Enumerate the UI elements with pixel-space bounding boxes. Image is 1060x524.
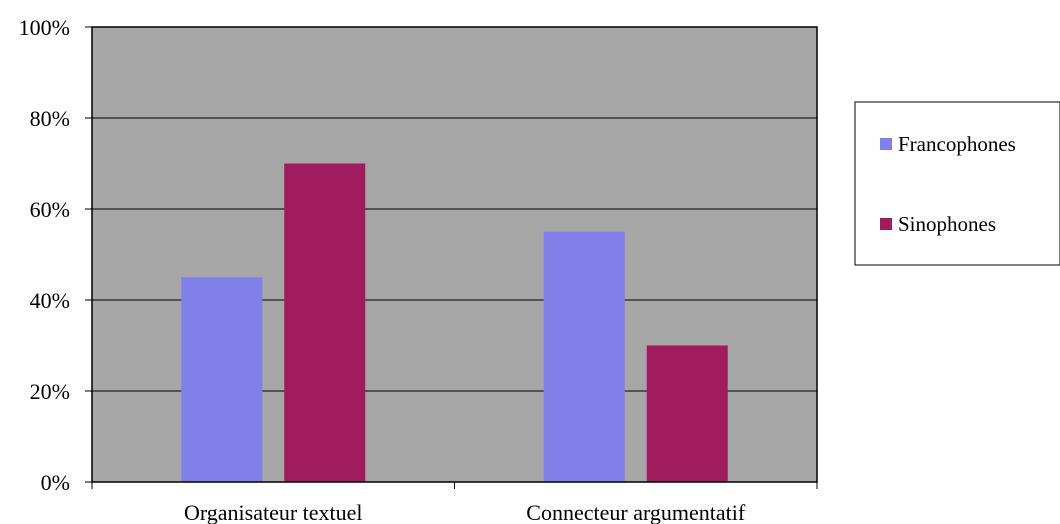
y-tick-label: 0%	[41, 470, 70, 495]
legend-label-sinophones: Sinophones	[898, 212, 996, 236]
legend-box	[854, 101, 1060, 266]
x-tick-label: Organisateur textuel	[184, 500, 363, 524]
y-tick-label: 80%	[30, 106, 70, 131]
bar-sinophones-2	[646, 345, 728, 482]
y-tick-label: 40%	[30, 288, 70, 313]
bars	[181, 163, 728, 482]
bar-francophones-2	[543, 231, 625, 482]
y-axis-ticks: 0% 20% 40% 60% 80% 100%	[19, 15, 92, 495]
legend-swatch-sinophones	[880, 218, 892, 230]
y-tick-label: 20%	[30, 379, 70, 404]
y-tick-label: 60%	[30, 197, 70, 222]
legend-label-francophones: Francophones	[898, 132, 1016, 156]
legend: Francophones Sinophones	[854, 101, 1060, 266]
legend-swatch-francophones	[880, 138, 892, 150]
x-tick-label: Connecteur argumentatif	[526, 500, 746, 524]
bar-francophones-1	[181, 277, 263, 482]
x-axis-ticks: Organisateur textuel Connecteur argumenta…	[91, 482, 818, 524]
bar-sinophones-1	[284, 163, 366, 482]
y-tick-label: 100%	[19, 15, 70, 40]
